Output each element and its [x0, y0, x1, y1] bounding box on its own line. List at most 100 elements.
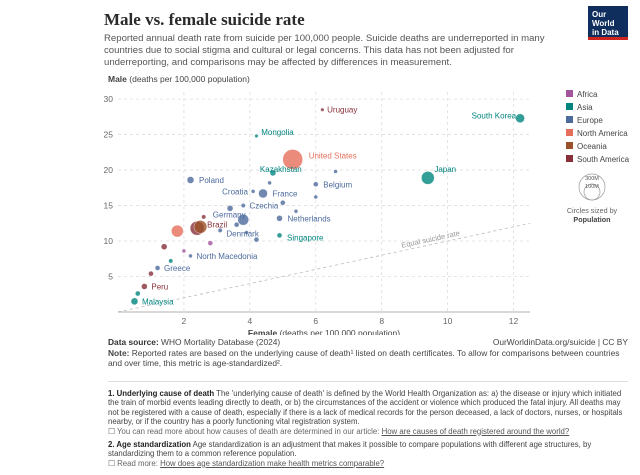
chart-legend[interactable]: Africa Asia Europe North America Oceania Sout… [566, 90, 630, 224]
data-point [282, 149, 303, 170]
footnote-1-link[interactable]: How are causes of death registered aroun… [381, 426, 570, 436]
footnote-1-readmore: ☐ You can read more about how causes of … [108, 426, 570, 436]
data-point [276, 232, 283, 239]
legend-item: Africa [577, 90, 598, 99]
y-axis-label: Male (deaths per 100,000 population) [108, 74, 250, 84]
data-point [250, 189, 256, 194]
y-tick-label: 5 [108, 272, 113, 282]
data-point [258, 188, 268, 199]
point-labels: Uruguay South Korea Mongolia United States K… [142, 106, 517, 307]
data-point [217, 227, 223, 233]
size-legend-small-circle [583, 183, 601, 201]
source-text: WHO Mortality Database (2024) [158, 337, 281, 347]
chart-note: Note: Reported rates are based on the un… [108, 348, 628, 368]
data-source: Data source: WHO Mortality Database (202… [108, 337, 280, 347]
data-point [233, 222, 240, 228]
y-tick-label: 10 [104, 236, 114, 246]
data-point [276, 215, 283, 222]
footnote-1-title: 1. Underlying cause of death [108, 389, 215, 398]
point-label: Kazakhstan [260, 165, 302, 174]
chart-subtitle: Reported annual death rate from suicide … [104, 33, 545, 68]
data-point [135, 290, 141, 297]
y-tick-label: 15 [104, 201, 114, 211]
x-tick-label: 4 [247, 316, 252, 326]
data-point [171, 224, 184, 238]
legend-swatch [566, 129, 573, 136]
footnote-2-title: 2. Age standardization [108, 440, 191, 449]
data-point [237, 214, 249, 226]
point-label: Greece [164, 264, 191, 273]
data-point [280, 200, 286, 206]
footnote-1: 1. Underlying cause of death The 'underl… [108, 389, 628, 436]
point-label: South Korea [472, 111, 517, 120]
footnote-2-text: Age standardization is an adjustment tha… [108, 440, 592, 459]
size-legend-caption: Circles sized by [567, 206, 618, 215]
legend-item: North America [577, 129, 628, 138]
data-point [181, 248, 187, 254]
point-label: Singapore [287, 233, 324, 242]
data-point [293, 209, 299, 214]
legend-swatch [566, 116, 573, 123]
data-point [207, 240, 213, 246]
point-label: Uruguay [327, 106, 357, 115]
data-point [148, 270, 154, 277]
legend-item: South America [577, 155, 630, 164]
legend-item: Europe [577, 116, 603, 125]
legend-item: Oceania [577, 142, 607, 151]
chart-axes: 5 10 15 20 25 30 2 4 6 8 10 12 Male (deaths per 100,… [104, 74, 530, 335]
legend-swatch [566, 90, 573, 97]
logo-line2: in Data [592, 28, 619, 37]
point-label: Czechia [249, 202, 278, 211]
data-point [201, 214, 207, 220]
x-tick-label: 2 [182, 316, 187, 326]
owid-logo[interactable]: Our World in Data [588, 6, 628, 40]
x-axis-label: Female (deaths per 100,000 population) [248, 328, 400, 335]
note-label: Note: [108, 348, 130, 358]
point-label: Japan [434, 165, 456, 174]
data-point [130, 297, 139, 306]
data-point [154, 265, 161, 271]
data-point [240, 203, 246, 208]
point-label: Belgium [323, 180, 352, 189]
point-label: Germany [213, 211, 246, 220]
logo-line1: Our World [592, 10, 615, 28]
note-text: Reported rates are based on the underlyi… [108, 348, 620, 368]
source-url[interactable]: OurWorldinData.org/suicide | CC BY [492, 337, 628, 347]
point-label: United States [309, 151, 357, 160]
data-point [269, 169, 277, 177]
data-point [141, 283, 148, 290]
data-points [130, 107, 525, 306]
footnote-2-readmore: ☐ Read more: How does age standardizatio… [108, 458, 385, 468]
source-label: Data source: [108, 337, 159, 347]
x-tick-label: 8 [379, 316, 384, 326]
legend-swatch [566, 142, 573, 149]
point-label: Poland [199, 176, 224, 185]
data-point [320, 107, 325, 112]
point-label: Croatia [222, 187, 248, 196]
size-legend-big-label: 300M [585, 176, 599, 182]
data-point [244, 230, 249, 235]
point-label: Denmark [226, 229, 259, 238]
point-label: Netherlands [288, 214, 331, 223]
footnote-2-link[interactable]: How does age standardization make health… [160, 458, 385, 468]
scatter-chart: Equal suicide rate Uruguay South Korea Mon… [104, 74, 630, 335]
equal-rate-line [117, 222, 531, 313]
footnote-1-text: The 'underlying cause of death' is defin… [108, 389, 623, 427]
point-label: Malaysia [142, 297, 174, 306]
footnote-divider [108, 381, 628, 382]
data-point [267, 180, 272, 186]
legend-item: Asia [577, 103, 593, 112]
point-label: France [273, 189, 298, 198]
x-tick-label: 6 [313, 316, 318, 326]
y-tick-label: 20 [104, 165, 114, 175]
data-point [226, 205, 234, 212]
data-point [313, 194, 318, 200]
data-point [253, 236, 260, 243]
footnote-2: 2. Age standardization Age standardizati… [108, 440, 628, 468]
data-point [313, 181, 319, 187]
equal-rate-label: Equal suicide rate [401, 228, 461, 249]
data-point [160, 243, 168, 250]
chart-grid [118, 92, 530, 312]
point-label: Peru [151, 282, 168, 291]
data-point [333, 169, 338, 174]
